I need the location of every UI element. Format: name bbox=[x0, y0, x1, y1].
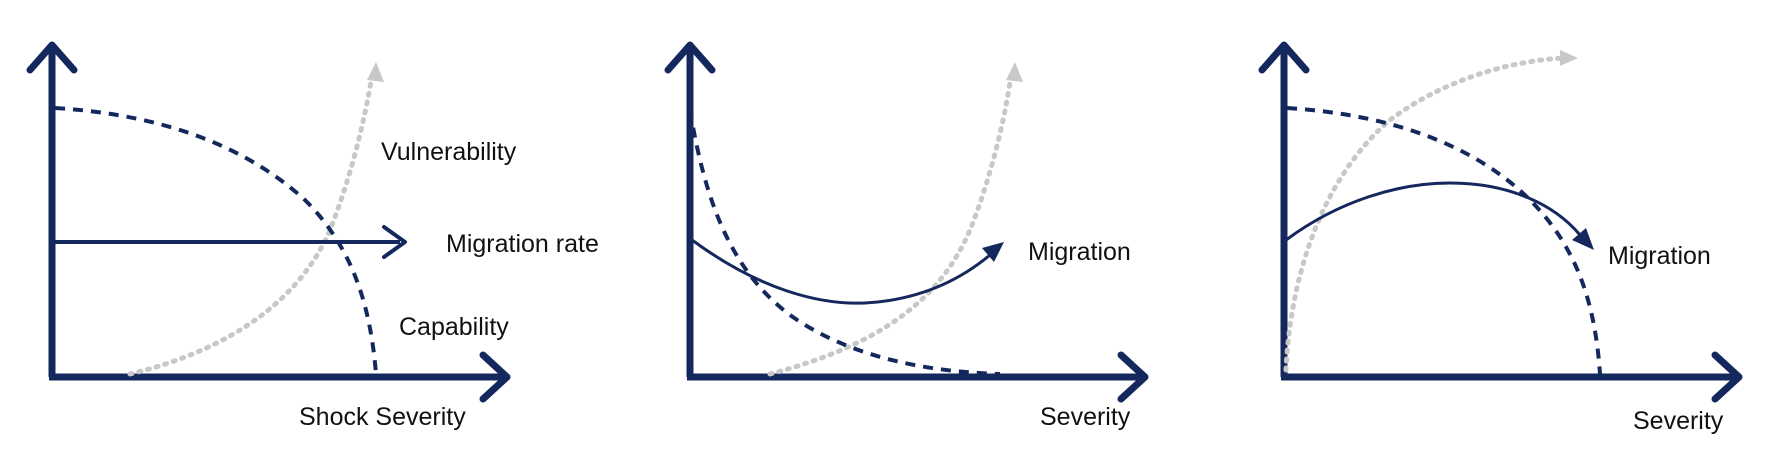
panel-2-migration-curve bbox=[691, 238, 991, 305]
panel-1-vulnerability-label: Vulnerability bbox=[381, 138, 517, 166]
panel-2-y-axis bbox=[664, 41, 716, 74]
panel-1-migration-rate-arrowhead bbox=[382, 225, 407, 259]
panel-2-migration-label: Migration bbox=[1028, 238, 1131, 266]
panel-2-migration-arrowhead bbox=[982, 242, 1004, 262]
panel-3-vulnerability-curve bbox=[1283, 55, 1568, 373]
panel-1-y-axis bbox=[26, 41, 78, 74]
panel-1-capability-curve bbox=[54, 106, 378, 375]
panel-3-x-axis-arrowhead bbox=[1711, 351, 1743, 403]
panel-2-capability-curve bbox=[688, 109, 1001, 376]
panel-2-vulnerability-arrowhead bbox=[1006, 62, 1023, 82]
panel-2-x-axis-label: Severity bbox=[1040, 403, 1131, 431]
panel-1-capability-label: Capability bbox=[399, 313, 509, 341]
panel-2-x-axis-arrowhead bbox=[1117, 351, 1149, 403]
panel-3: Migration Severity bbox=[1258, 41, 1743, 435]
panel-1-vulnerability-curve bbox=[127, 72, 375, 377]
panel-3-capability-curve bbox=[1286, 106, 1602, 375]
panel-3-x-axis-label: Severity bbox=[1633, 407, 1724, 435]
panel-3-migration-label: Migration bbox=[1608, 242, 1711, 270]
panel-1: Vulnerability Migration rate Capability … bbox=[26, 41, 599, 431]
panel-1-migration-rate-label: Migration rate bbox=[446, 230, 599, 258]
panel-2-vulnerability-curve bbox=[767, 72, 1014, 377]
panel-1-x-axis-label: Shock Severity bbox=[299, 403, 466, 431]
panel-2: Migration Severity bbox=[664, 41, 1149, 431]
panel-3-migration-curve bbox=[1285, 181, 1582, 242]
panel-3-migration-arrowhead bbox=[1572, 228, 1594, 250]
panel-1-vulnerability-arrowhead bbox=[367, 62, 384, 82]
panel-1-x-axis-arrowhead bbox=[479, 351, 511, 403]
panel-3-y-axis bbox=[1258, 41, 1310, 74]
panel-3-vulnerability-arrowhead bbox=[1560, 50, 1578, 66]
